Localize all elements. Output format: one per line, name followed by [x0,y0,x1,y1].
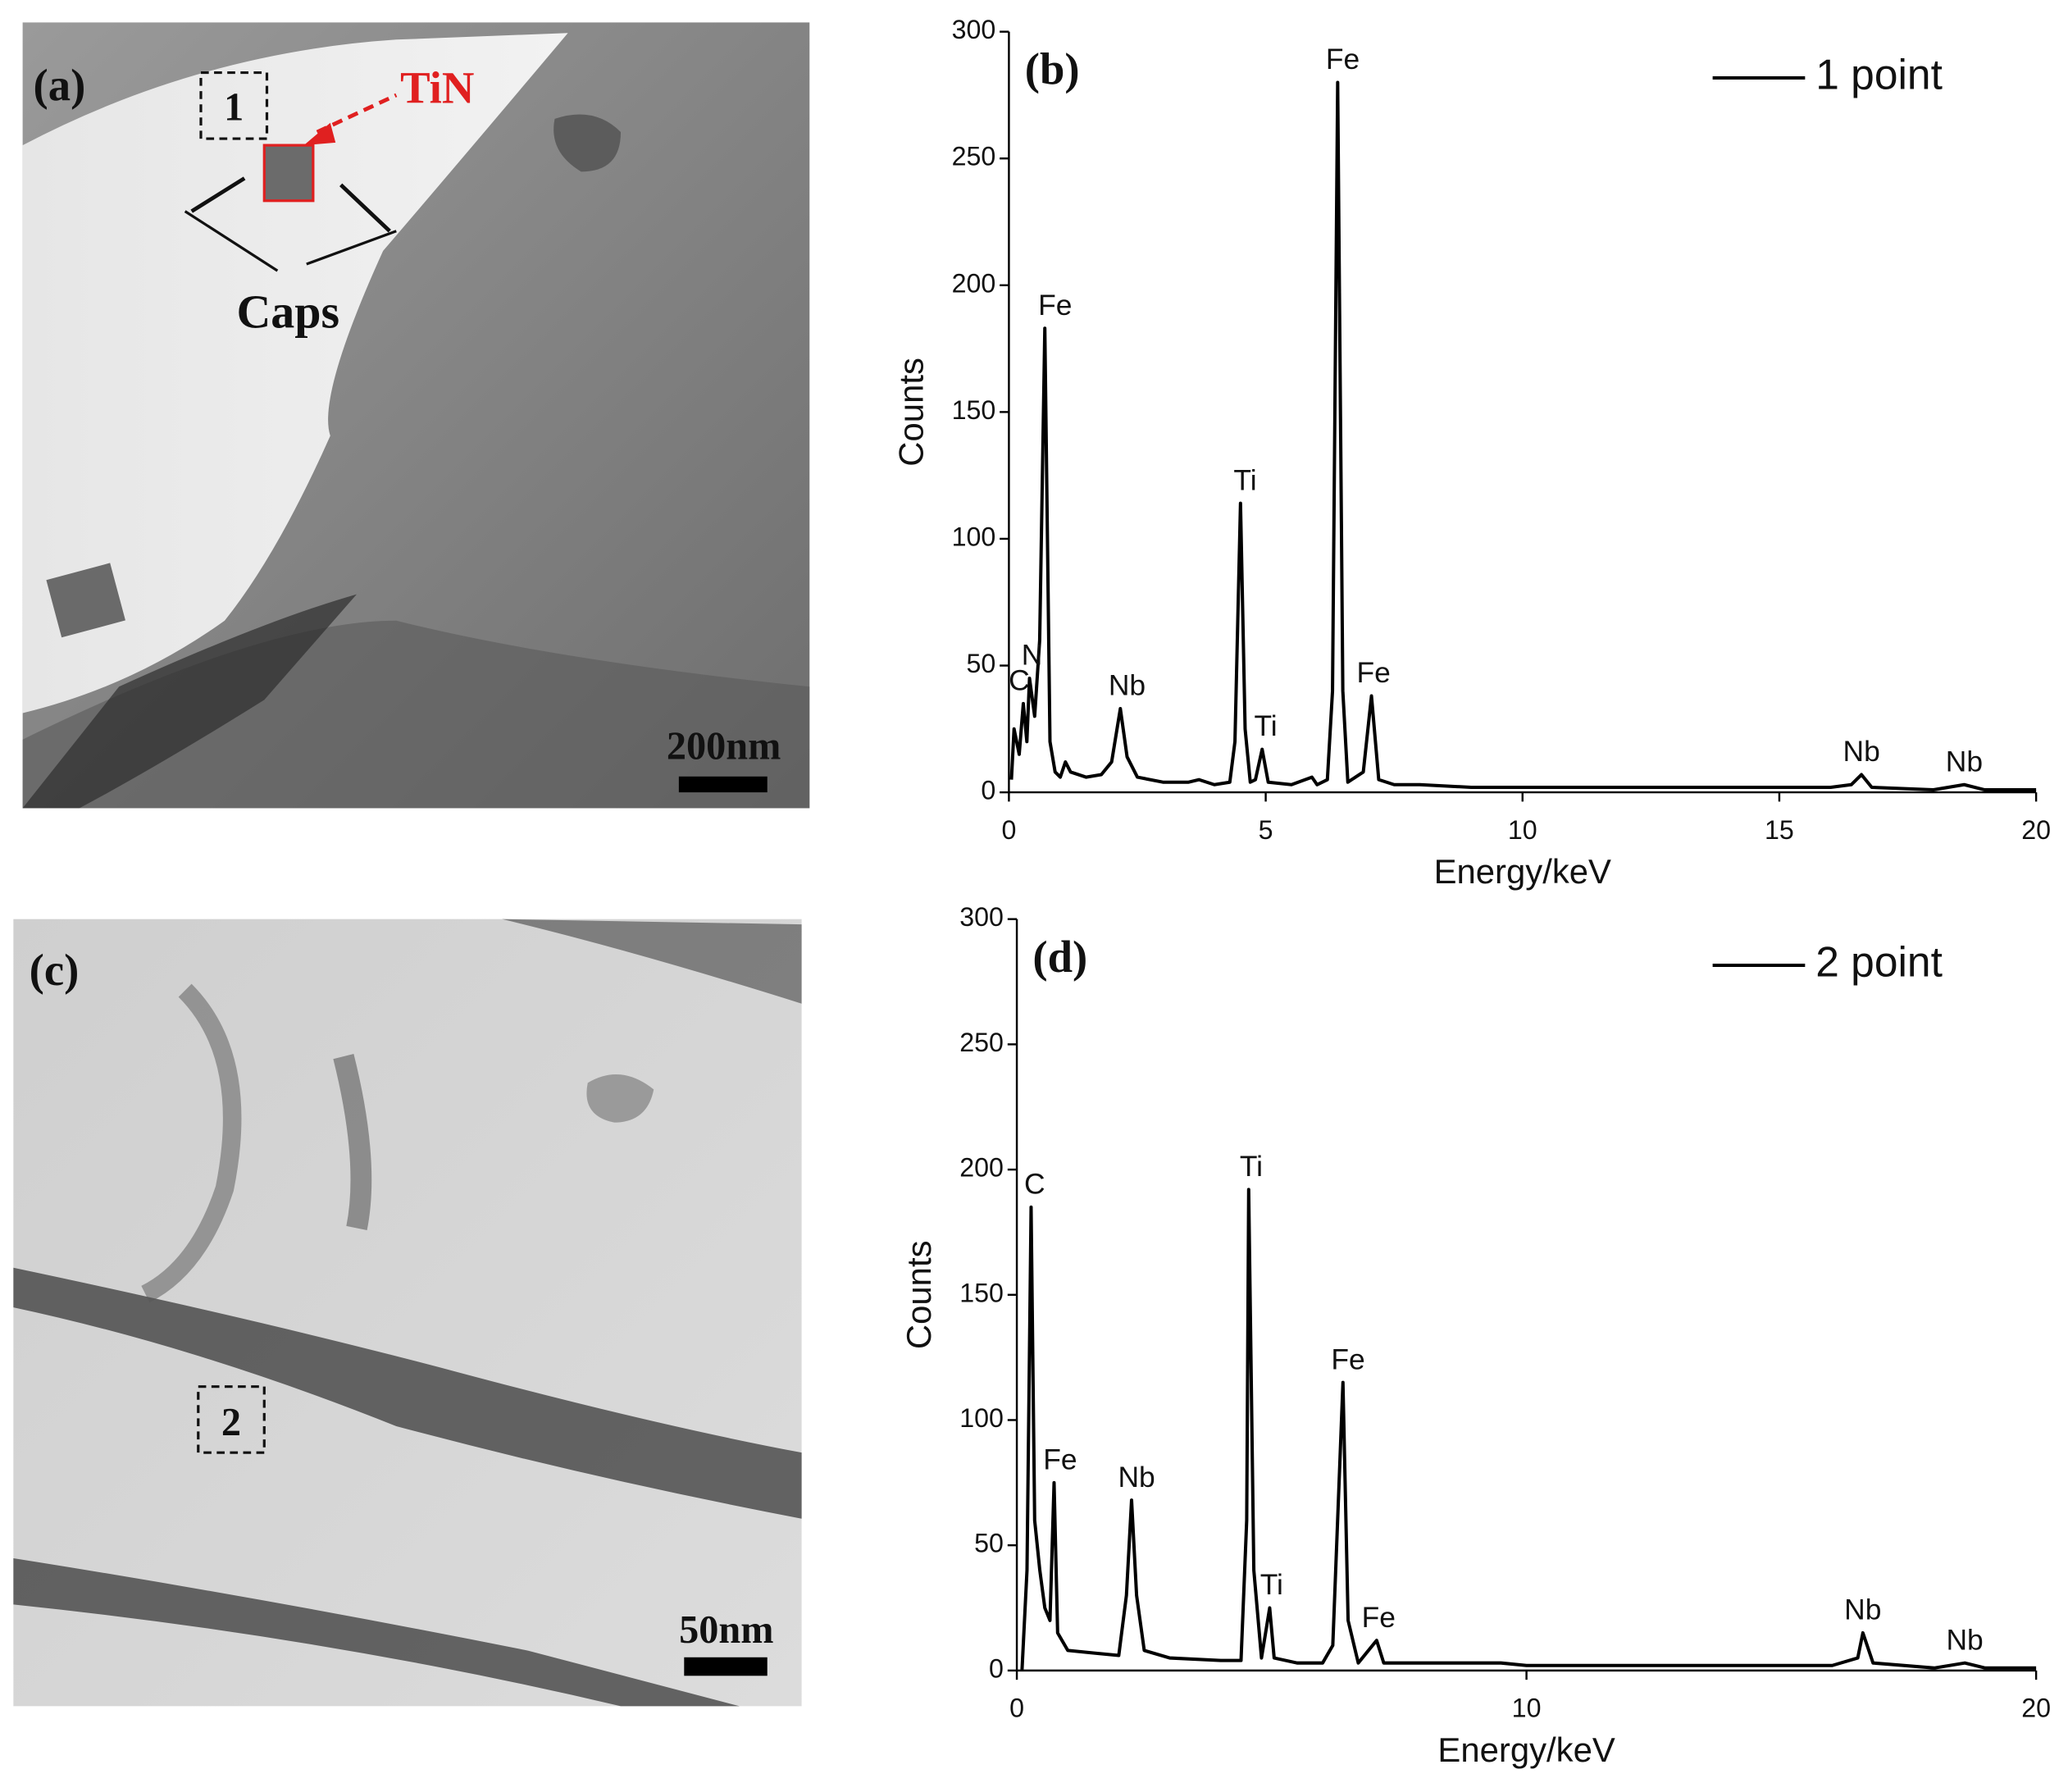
x-tick-label: 20 [2021,1694,2051,1723]
y-tick-label: 50 [974,1529,1004,1558]
x-tick-label: 10 [1508,815,1537,845]
peak-label: Fe [1362,1601,1396,1634]
y-tick-label: 200 [952,268,996,298]
peak-label: Fe [1356,656,1390,689]
y-tick-label: 250 [959,1028,1004,1057]
peak-label: N [1022,639,1043,672]
peak-label: Nb [1843,735,1880,768]
y-tick-label: 100 [959,1403,1004,1433]
peak-label: Fe [1043,1443,1077,1475]
y-tick-label: 50 [966,649,995,678]
annotation: TiN [400,62,474,112]
y-axis-label: Counts [892,358,931,467]
x-axis-label: Energy/keV [1434,852,1611,891]
legend-label: 2 point [1815,938,1943,986]
y-tick-label: 250 [952,142,996,171]
y-tick-label: 100 [952,522,996,551]
scale-bar-label: 200nm [667,725,781,768]
peak-label: Ti [1233,463,1256,496]
panel-label: (d) [1032,932,1087,982]
peak-label: Fe [1326,43,1360,75]
peak-label: Nb [1109,669,1146,702]
peak-label: Nb [1844,1594,1881,1626]
x-tick-label: 20 [2021,815,2051,845]
box-label: 1 [224,85,244,129]
y-tick-label: 300 [952,15,996,44]
micrograph-c: (c) 2 50nm [13,919,802,1707]
peak-label: Ti [1240,1150,1263,1183]
box-label: 2 [221,1401,241,1444]
y-tick-label: 300 [959,902,1004,932]
panel-label: (a) [33,60,85,110]
y-tick-label: 150 [959,1278,1004,1307]
scale-bar-label: 50nm [679,1608,773,1652]
y-tick-label: 150 [952,395,996,425]
peak-label: Fe [1331,1343,1364,1375]
x-tick-label: 0 [1009,1694,1024,1723]
peak-label: Fe [1038,289,1072,321]
peak-label: Nb [1946,1623,1983,1656]
micrograph-a: (a) 1 TiN Caps 200nm [22,22,810,809]
x-tick-label: 0 [1001,815,1016,845]
peak-label: Ti [1254,709,1277,742]
spectrum-line [1020,1188,2037,1671]
y-tick-label: 0 [989,1653,1004,1683]
peak-label: Nb [1118,1461,1155,1493]
x-tick-label: 15 [1765,815,1794,845]
spectrum-line [1009,80,2037,792]
x-axis-label: Energy/keV [1437,1730,1615,1769]
peak-label: C [1024,1167,1045,1200]
y-tick-label: 0 [981,776,995,805]
legend-label: 1 point [1815,51,1943,98]
y-axis-label: Counts [900,1240,938,1349]
peak-label: Nb [1946,745,1983,777]
peak-label: Ti [1260,1568,1283,1601]
panel-label: (b) [1025,44,1080,94]
caption: Caps [236,285,339,339]
panel-label: (c) [30,945,80,995]
x-tick-label: 10 [1512,1694,1542,1723]
peak-label: C [1009,663,1030,696]
x-tick-label: 5 [1259,815,1273,845]
y-tick-label: 200 [959,1153,1004,1183]
